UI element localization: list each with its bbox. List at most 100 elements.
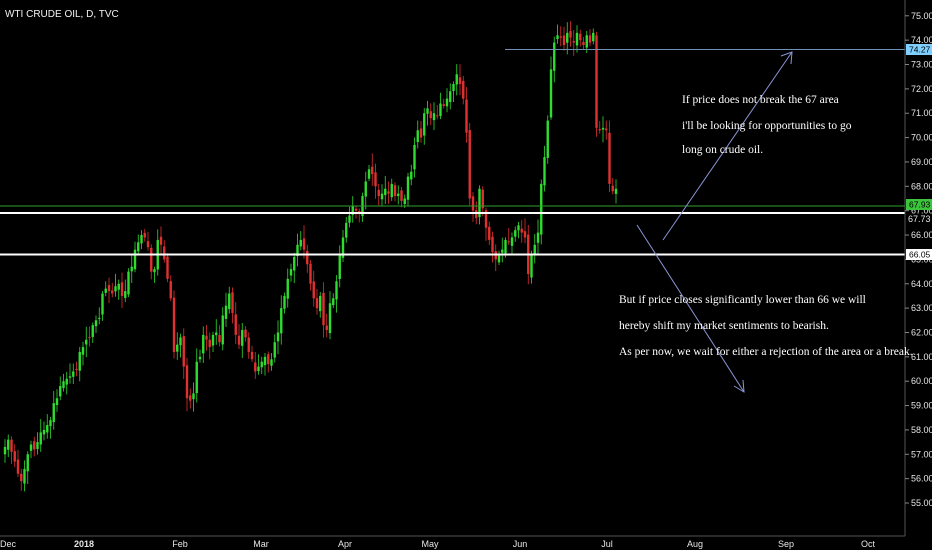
- chart-title: WTI CRUDE OIL, D, TVC: [5, 9, 119, 20]
- candle-body: [286, 278, 289, 299]
- candle-body: [315, 298, 319, 309]
- candle-body: [39, 432, 42, 445]
- candle-body: [16, 459, 20, 474]
- current-price-tag: [906, 199, 932, 210]
- candle-body: [273, 342, 276, 358]
- candle-body: [335, 281, 338, 300]
- candle-body: [530, 254, 533, 278]
- candle-body: [608, 132, 611, 184]
- time-axis[interactable]: Dec 2018 Feb Mar Apr May Jun Jul Aug Sep Oct: [0, 535, 905, 549]
- price-tick-label: 63.00: [911, 303, 932, 313]
- candle-body: [458, 77, 462, 85]
- time-tick-label: Sep: [778, 539, 794, 549]
- candle-body: [504, 239, 507, 254]
- candle-body: [556, 35, 559, 40]
- candle-body: [81, 347, 85, 355]
- candle-body: [218, 335, 221, 343]
- time-tick-label: Oct: [861, 539, 876, 549]
- candle-body: [267, 354, 270, 365]
- candle-body: [507, 241, 510, 243]
- resistance-tag: [906, 44, 932, 55]
- candle-body: [403, 198, 406, 204]
- levels-group: [0, 49, 905, 256]
- candle-body: [588, 35, 592, 43]
- candle-body: [510, 237, 514, 246]
- candle-body: [569, 31, 572, 38]
- candle-body: [293, 256, 296, 271]
- bottom-note-line-3: As per now, we wait for either a rejecti…: [619, 346, 913, 358]
- candle-body: [111, 290, 114, 294]
- candle-body: [75, 368, 78, 370]
- candle-body: [176, 344, 179, 352]
- candle-body: [585, 35, 588, 48]
- price-tick-label: 66.00: [911, 230, 932, 240]
- candle-body: [208, 339, 211, 348]
- candle-body: [205, 335, 208, 340]
- candle-body: [114, 286, 117, 292]
- candle-body: [283, 295, 286, 309]
- candle-body: [55, 398, 59, 406]
- candle-body: [543, 157, 546, 186]
- candle-body: [65, 378, 68, 385]
- candle-body: [400, 190, 403, 201]
- candle-body: [514, 230, 517, 237]
- candle-body: [270, 359, 273, 366]
- price-tick-label: 72.00: [911, 84, 932, 94]
- candle-body: [78, 351, 81, 371]
- candle-body: [101, 293, 104, 315]
- candle-body: [439, 103, 442, 117]
- candle-body: [254, 362, 257, 372]
- candle-body: [312, 281, 315, 299]
- candle-body: [338, 254, 341, 280]
- support-tag-label: 66.05: [909, 250, 931, 260]
- candle-body: [592, 32, 595, 42]
- candle-body: [462, 80, 465, 99]
- candle-body: [595, 35, 598, 128]
- candle-body: [124, 291, 127, 298]
- candle-body: [224, 305, 228, 319]
- time-tick-label: Mar: [253, 539, 269, 549]
- candle-body: [367, 169, 371, 179]
- candle-body: [302, 238, 306, 250]
- candle-body: [192, 393, 195, 400]
- candle-body: [182, 336, 185, 367]
- candle-body: [523, 231, 527, 238]
- candle-body: [445, 98, 449, 107]
- candle-body: [10, 439, 13, 452]
- candle-body: [455, 74, 458, 85]
- candle-body: [471, 196, 475, 211]
- price-tick-label: 62.00: [911, 327, 932, 337]
- candle-body: [322, 292, 325, 326]
- candle-body: [130, 266, 133, 272]
- candle-body: [380, 193, 384, 200]
- candle-body: [98, 317, 101, 319]
- candle-body: [572, 41, 575, 43]
- current-alt-price-label: 67.73: [908, 214, 931, 224]
- candle-body: [179, 337, 182, 346]
- resistance-tag-label: 74.27: [909, 45, 931, 55]
- candle-body: [319, 295, 322, 312]
- candle-body: [549, 69, 553, 118]
- candle-body: [172, 297, 176, 352]
- top-note-line-2: i'll be looking for opportunities to go: [682, 120, 852, 132]
- price-tick-label: 68.00: [911, 181, 932, 191]
- candle-body: [348, 215, 351, 223]
- candle-body: [484, 210, 488, 228]
- candle-body: [449, 91, 452, 103]
- candle-body: [371, 166, 374, 175]
- price-tick-label: 61.00: [911, 352, 932, 362]
- price-tick-label: 70.00: [911, 133, 932, 143]
- time-tick-label: Aug: [687, 539, 703, 549]
- candle-body: [133, 249, 137, 270]
- candle-body: [202, 334, 205, 354]
- candle-body: [468, 130, 471, 199]
- price-tick-label: 58.00: [911, 425, 932, 435]
- top-note-line-1: If price does not break the 67 area: [682, 94, 839, 106]
- candle-body: [94, 320, 98, 327]
- candle-body: [250, 351, 254, 360]
- price-axis[interactable]: 55.00 56.00 57.00 58.00 59.00 60.00 61.00 62.00…: [904, 0, 932, 536]
- bullish-arrow-shaft: [662, 51, 793, 241]
- candle-body: [52, 403, 55, 423]
- candle-body: [416, 130, 419, 143]
